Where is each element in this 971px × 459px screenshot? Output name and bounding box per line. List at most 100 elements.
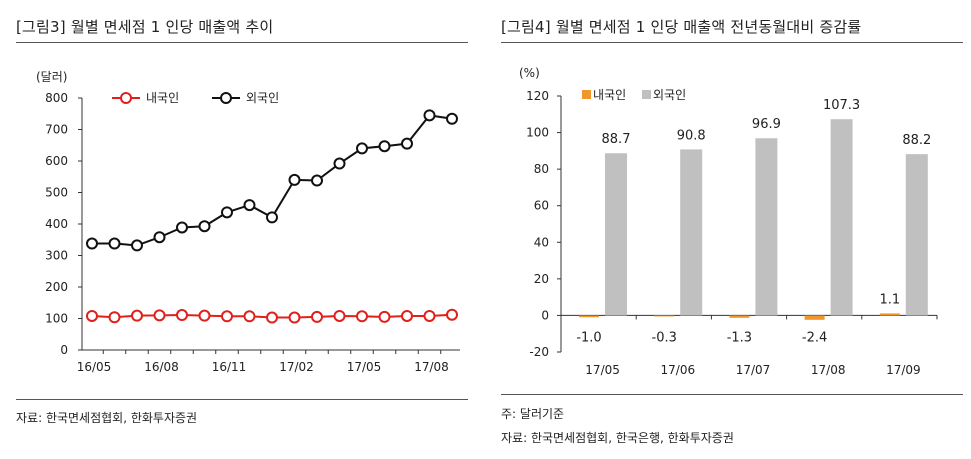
line-point (243, 310, 256, 323)
line-point (266, 311, 278, 324)
right-note: 주: 달러기준 (501, 407, 565, 421)
bar-chart: (%) -20 0 20 40 60 80 100 120 -1.0 88.7 17/05 -0.3 90… (519, 66, 938, 377)
line-legend-marker (220, 92, 232, 104)
line-y-tick-label: 300 (45, 249, 68, 263)
line-point (131, 309, 143, 322)
line-y-tick-label: 0 (60, 343, 68, 357)
line-point (356, 310, 368, 323)
right-source: 자료: 한국면세점협회, 한국은행, 한화투자증권 (501, 431, 734, 445)
line-point (333, 157, 346, 170)
bar-domestic (879, 313, 900, 316)
line-x-tick-label: 16/05 (77, 360, 112, 374)
bar-category-label: 17/05 (585, 363, 620, 377)
bar-y-tick-label: 40 (534, 235, 549, 249)
bar-domestic-label: -1.3 (727, 330, 752, 345)
bar-legend-label: 내국인 (593, 88, 626, 102)
line-point (446, 308, 458, 321)
bar-domestic-label: -1.0 (576, 330, 601, 345)
line-y-tick-label: 400 (45, 217, 68, 231)
line-point (446, 112, 458, 125)
line-point (243, 199, 256, 212)
bar-category-label: 17/06 (661, 363, 696, 377)
line-point (311, 174, 323, 187)
line-y-tick-label: 700 (45, 123, 68, 137)
right-title-rule (501, 42, 963, 43)
bar-domestic (654, 315, 675, 317)
line-point (153, 309, 166, 322)
line-point (423, 309, 436, 322)
line-point (311, 310, 323, 323)
bar-category-label: 17/08 (811, 363, 846, 377)
line-point (378, 140, 391, 153)
bar-y-tick-label: 0 (541, 308, 549, 322)
bar-foreign (680, 149, 703, 316)
line-point (108, 237, 121, 250)
bar-legend-swatch (642, 90, 651, 99)
bar-unit-label: (%) (519, 66, 540, 80)
line-y-tick-label: 500 (45, 186, 68, 200)
line-point (176, 221, 188, 234)
bar-legend-swatch (582, 90, 591, 99)
bar-domestic-label: -2.4 (802, 330, 827, 345)
line-point (153, 231, 166, 244)
line-x-tick-label: 17/05 (347, 360, 382, 374)
bar-domestic (729, 315, 750, 318)
bar-legend-label: 외국인 (653, 88, 686, 102)
bar-domestic (579, 315, 599, 318)
bar-foreign (830, 119, 853, 316)
bar-foreign-label: 88.7 (602, 132, 631, 147)
line-legend-label: 내국인 (146, 91, 179, 105)
line-point (401, 137, 413, 150)
line-x-tick-label: 16/08 (144, 360, 179, 374)
line-y-tick-label: 800 (45, 91, 68, 105)
bar-foreign (605, 153, 627, 316)
line-point (356, 142, 368, 155)
right-panel: [그림4] 월별 면세점 1 인당 매출액 전년동월대비 증감률 (%) -20 0… (497, 0, 971, 459)
line-y-tick-label: 600 (45, 154, 68, 168)
bar-foreign-label: 90.8 (677, 128, 706, 143)
line-point (176, 309, 188, 322)
bar-domestic-label: 1.1 (879, 292, 900, 307)
line-series-2 (92, 114, 453, 247)
bar-foreign-label: 96.9 (752, 117, 781, 132)
line-x-tick-label: 17/02 (279, 360, 314, 374)
bar-y-tick-label: 120 (526, 89, 549, 103)
line-point (108, 311, 121, 324)
bar-domestic (804, 315, 825, 320)
bar-category-label: 17/07 (736, 363, 771, 377)
right-bottom-rule (501, 394, 963, 395)
line-point (423, 109, 436, 122)
line-point (333, 309, 346, 322)
left-bottom-rule (16, 399, 468, 400)
bar-foreign (905, 154, 928, 316)
left-chart-title: [그림3] 월별 면세점 1 인당 매출액 추이 (16, 18, 274, 36)
line-point (288, 311, 301, 324)
line-unit-label: (달러) (36, 70, 67, 84)
bar-y-tick-label: 80 (534, 162, 549, 176)
line-point (401, 309, 413, 322)
line-point (221, 206, 233, 219)
bar-domestic-label: -0.3 (652, 330, 677, 345)
left-panel: [그림3] 월별 면세점 1 인당 매출액 추이 (달러) 0 100 200 300 4… (0, 0, 480, 459)
bar-y-tick-label: 20 (534, 272, 549, 286)
bar-foreign-label: 88.2 (902, 133, 931, 148)
line-y-tick-label: 200 (45, 280, 68, 294)
left-source: 자료: 한국면세점협회, 한화투자증권 (16, 411, 198, 425)
line-point (221, 310, 233, 323)
line-chart: (달러) 0 100 200 300 400 500 600 700 800 16/05 16/08 1… (36, 70, 460, 374)
bar-foreign (755, 138, 778, 316)
right-chart-title: [그림4] 월별 면세점 1 인당 매출액 전년동월대비 증감률 (501, 18, 862, 36)
line-point (378, 310, 391, 323)
left-title-rule (16, 42, 468, 43)
bar-foreign-label: 107.3 (823, 98, 860, 113)
bar-y-tick-label: -20 (529, 345, 549, 359)
line-point (86, 309, 98, 322)
bar-category-label: 17/09 (886, 363, 921, 377)
line-point (131, 239, 143, 252)
line-point (198, 309, 211, 322)
bar-y-tick-label: 60 (534, 199, 549, 213)
bar-y-tick-label: 100 (526, 126, 549, 140)
line-x-tick-label: 17/08 (414, 360, 449, 374)
line-legend-marker (120, 92, 132, 104)
line-legend-label: 외국인 (246, 91, 279, 105)
